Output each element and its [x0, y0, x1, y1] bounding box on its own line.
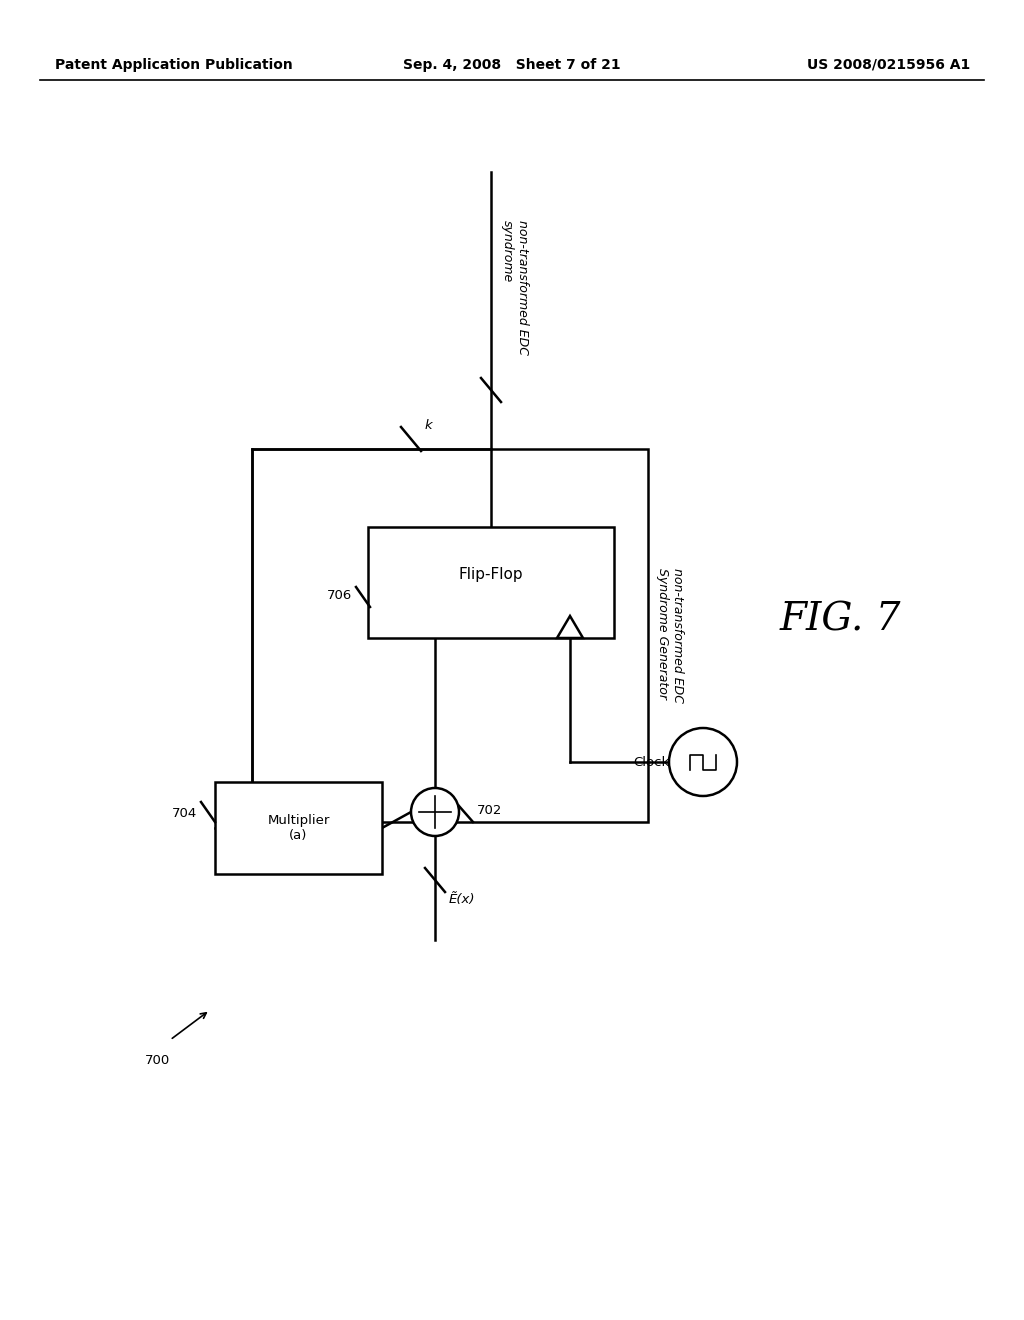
Circle shape: [411, 788, 459, 836]
Text: non-transformed EDC
Syndrome Generator: non-transformed EDC Syndrome Generator: [656, 568, 684, 702]
Text: 706: 706: [327, 589, 352, 602]
Text: Ẽ(x): Ẽ(x): [449, 894, 475, 907]
Text: 700: 700: [145, 1053, 170, 1067]
Text: Flip-Flop: Flip-Flop: [459, 566, 523, 582]
Text: Clock: Clock: [633, 755, 669, 768]
Text: Multiplier
(a): Multiplier (a): [267, 814, 330, 842]
Bar: [252, 449, 648, 822]
Circle shape: [669, 729, 737, 796]
Text: k: k: [425, 418, 432, 432]
Text: 702: 702: [477, 804, 503, 817]
Text: non-transformed EDC
syndrome: non-transformed EDC syndrome: [501, 220, 529, 355]
Text: US 2008/0215956 A1: US 2008/0215956 A1: [807, 58, 970, 73]
Text: FIG. 7: FIG. 7: [779, 602, 901, 639]
Polygon shape: [557, 616, 583, 638]
Text: Sep. 4, 2008   Sheet 7 of 21: Sep. 4, 2008 Sheet 7 of 21: [403, 58, 621, 73]
Text: 704: 704: [172, 807, 197, 820]
Bar: [215, 781, 382, 874]
Text: Patent Application Publication: Patent Application Publication: [55, 58, 293, 73]
Bar: [368, 527, 614, 638]
